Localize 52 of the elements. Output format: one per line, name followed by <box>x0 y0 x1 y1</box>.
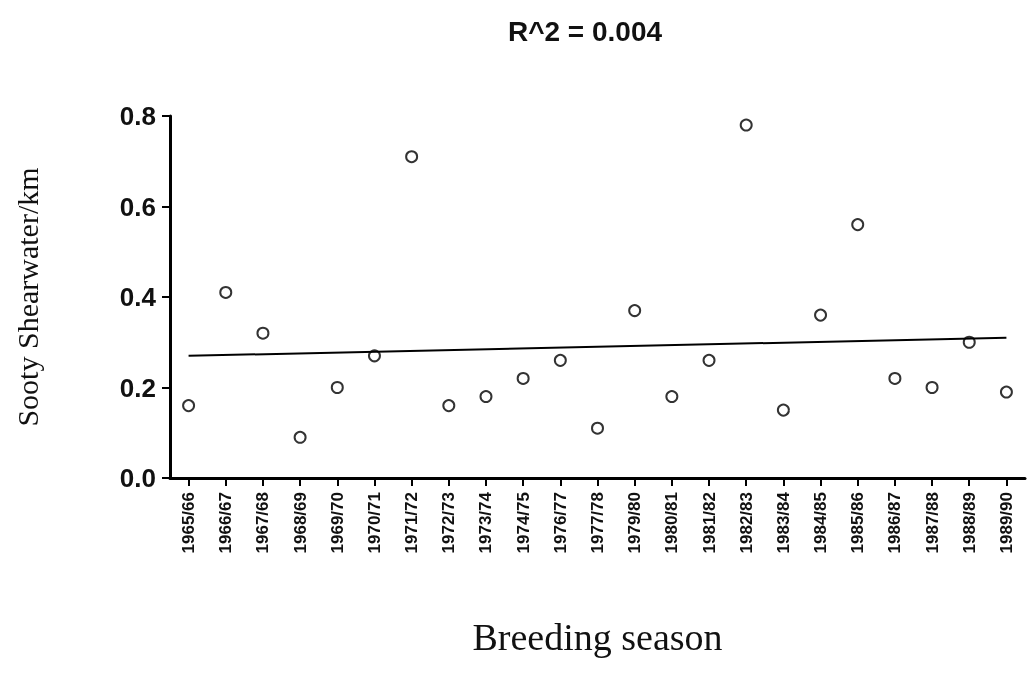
point <box>999 385 1013 399</box>
x-tick-label: 1976/77 <box>550 492 570 554</box>
point <box>628 304 642 318</box>
x-tick-label: 1983/84 <box>773 491 793 554</box>
x-tick-label: 1988/89 <box>959 492 979 554</box>
x-tick-label: 1981/82 <box>699 492 719 554</box>
point <box>182 399 196 413</box>
point <box>479 390 493 404</box>
x-tick-label: 1971/72 <box>402 492 422 554</box>
x-tick-label: 1979/80 <box>625 492 645 554</box>
x-tick-label: 1972/73 <box>439 492 459 554</box>
x-tick-label: 1969/70 <box>327 492 347 554</box>
x-tick-label: 1985/86 <box>848 492 868 554</box>
x-tick-label: 1968/69 <box>290 492 310 554</box>
x-tick-label: 1965/66 <box>179 492 199 554</box>
point <box>665 390 679 404</box>
point <box>814 308 828 322</box>
x-tick-label: 1973/74 <box>476 491 496 554</box>
x-tick-label: 1974/75 <box>513 492 533 554</box>
point <box>219 285 233 299</box>
x-tick-label: 1984/85 <box>811 492 831 554</box>
point <box>442 399 456 413</box>
point <box>293 430 307 444</box>
x-tick-label: 1982/83 <box>736 492 756 554</box>
x-tick-label: 1986/87 <box>885 492 905 554</box>
point <box>888 371 902 385</box>
y-axis-title: Sooty Shearwater/km <box>10 167 44 427</box>
x-tick-label: 1966/67 <box>216 492 236 554</box>
point <box>405 150 419 164</box>
point <box>702 353 716 367</box>
point <box>776 403 790 417</box>
x-tick-label: 1989/90 <box>996 492 1016 554</box>
x-tick-label: 1977/78 <box>588 492 607 554</box>
x-tick-label: 1980/81 <box>662 492 682 554</box>
x-tick-label: 1967/68 <box>253 492 273 554</box>
y-tick-label: 0.0 <box>119 463 156 493</box>
x-axis-title: Breeding season <box>472 616 723 658</box>
y-tick-label: 0.2 <box>119 372 156 403</box>
point <box>330 381 344 394</box>
point <box>591 421 604 435</box>
point <box>925 381 939 394</box>
point <box>739 118 753 132</box>
y-tick-label: 0.6 <box>119 191 156 222</box>
x-tick-label: 1987/88 <box>922 492 942 554</box>
chart-title: R^2 = 0.004 <box>507 15 663 47</box>
point <box>553 353 567 367</box>
point <box>256 326 270 340</box>
point <box>516 371 530 385</box>
point <box>851 218 865 232</box>
y-tick-label: 0.8 <box>119 101 156 131</box>
x-tick-label: 1970/71 <box>364 492 384 554</box>
y-tick-label: 0.4 <box>119 282 157 312</box>
